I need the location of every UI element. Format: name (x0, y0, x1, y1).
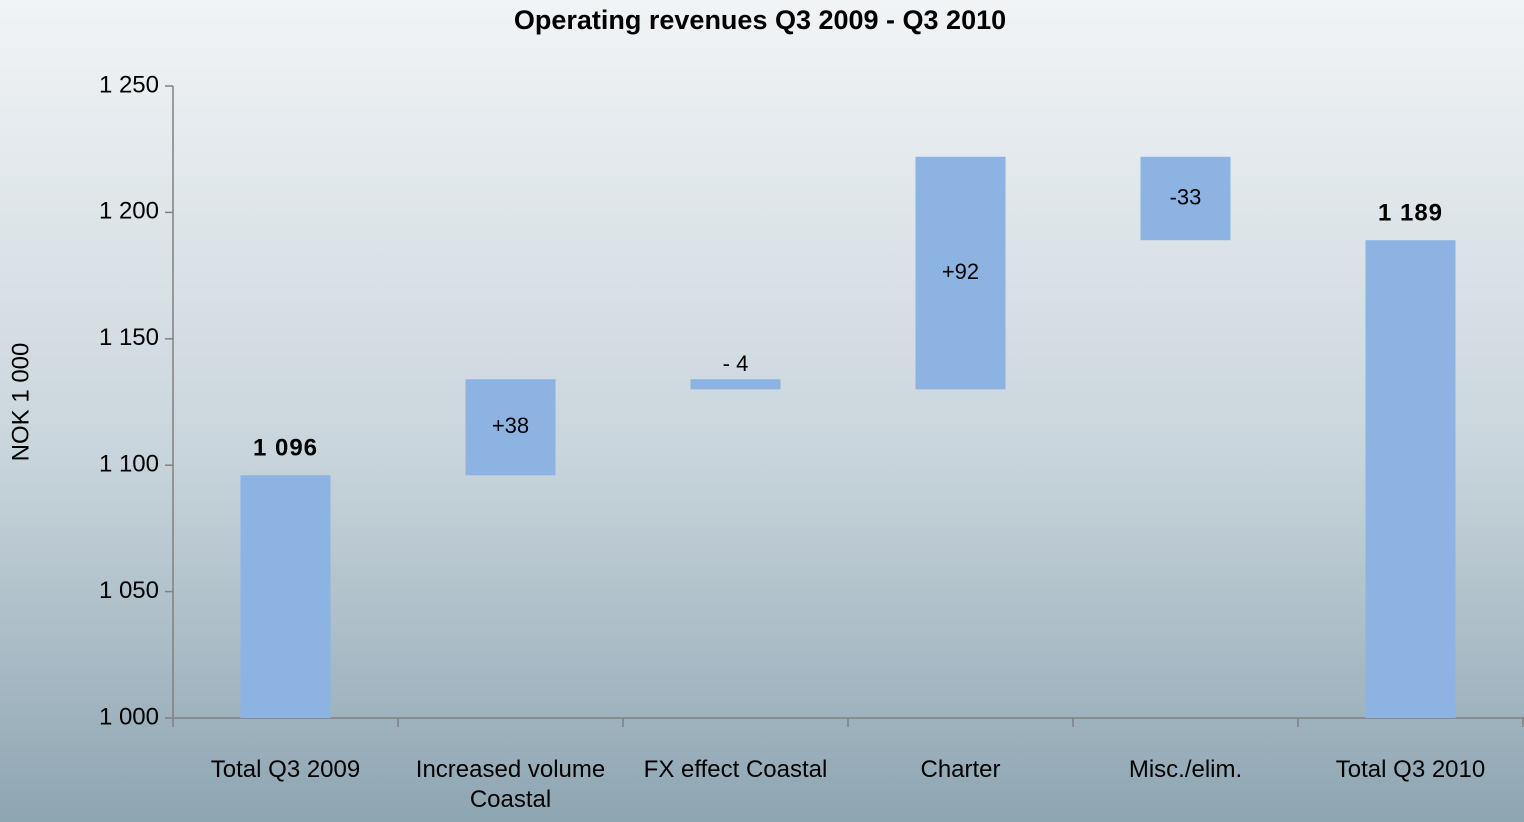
bar (915, 156, 1006, 390)
value-label: 1 096 (253, 435, 318, 462)
y-tick-label: 1 250 (99, 71, 159, 98)
value-label: -33 (1170, 184, 1202, 209)
y-tick-label: 1 100 (99, 451, 159, 478)
value-label: 1 189 (1378, 200, 1443, 227)
value-label: +38 (492, 413, 529, 438)
y-tick-label: 1 200 (99, 198, 159, 225)
bar (465, 379, 556, 476)
y-tick-label: 1 150 (99, 324, 159, 351)
bar (690, 379, 781, 390)
bar (1365, 240, 1456, 718)
x-tick-label: FX effect Coastal (643, 756, 828, 783)
x-tick-label: Misc./elim. (1128, 756, 1243, 783)
bar (240, 475, 331, 718)
value-label: +92 (942, 259, 979, 284)
chart-title: Operating revenues Q3 2009 - Q3 2010 (514, 5, 1006, 35)
bar (1140, 156, 1231, 241)
x-tick-label: Increased volume Coastal (415, 756, 606, 813)
y-axis-label: NOK 1 000 (7, 343, 34, 462)
value-label: - 4 (723, 351, 749, 376)
x-tick-label: Total Q3 2009 (210, 756, 361, 783)
y-tick-label: 1 000 (99, 703, 159, 730)
y-tick-label: 1 050 (99, 577, 159, 604)
x-tick-label: Total Q3 2010 (1335, 756, 1486, 783)
x-tick-label: Charter (920, 756, 1001, 783)
